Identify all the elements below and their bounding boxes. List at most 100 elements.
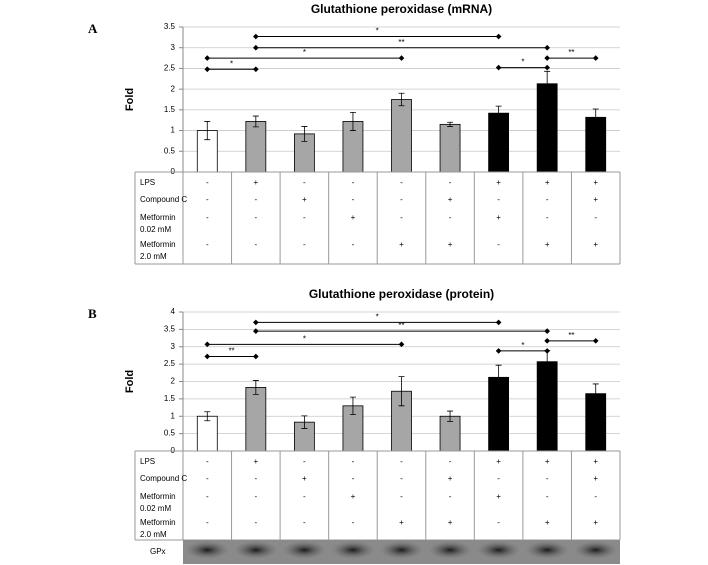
treatment-sign: - — [303, 492, 306, 501]
treatment-sign: + — [496, 457, 501, 466]
treatment-sign: - — [352, 195, 355, 204]
y-tick-label: 3 — [171, 342, 176, 351]
y-axis-label: Fold — [124, 370, 136, 393]
bracket-end — [398, 341, 405, 348]
error-bar — [252, 380, 259, 395]
treatment-sign: - — [400, 457, 403, 466]
treatment-sign: + — [399, 240, 404, 249]
significance-label: ** — [568, 331, 574, 340]
treatment-sign: + — [545, 178, 550, 187]
treatment-sign: + — [448, 474, 453, 483]
row-label: 2.0 mM — [140, 530, 167, 539]
treatment-sign: - — [497, 240, 500, 249]
error-bar — [204, 411, 211, 422]
treatment-sign: - — [449, 457, 452, 466]
treatment-sign: - — [546, 474, 549, 483]
treatment-sign: + — [448, 518, 453, 527]
bracket-end — [253, 319, 259, 326]
y-tick-label: 2.5 — [164, 64, 176, 73]
row-label: 0.02 mM — [140, 225, 171, 234]
treatment-sign: - — [303, 178, 306, 187]
treatment-sign: - — [254, 195, 257, 204]
y-tick-label: 2 — [171, 84, 176, 93]
treatment-sign: + — [351, 492, 356, 501]
significance-label: * — [230, 59, 233, 68]
treatment-sign: - — [594, 213, 597, 222]
treatment-sign: + — [399, 518, 404, 527]
treatment-sign: - — [546, 195, 549, 204]
bracket-end — [544, 328, 550, 334]
blot-band — [476, 541, 521, 559]
bracket-end — [544, 44, 550, 51]
bracket-end — [253, 44, 259, 51]
row-label: Metformin — [140, 240, 176, 249]
error-bar — [349, 111, 356, 131]
chart-title: Glutathione peroxidase (mRNA) — [311, 2, 492, 16]
treatment-sign: + — [448, 240, 453, 249]
error-bar — [398, 376, 405, 407]
treatment-sign: - — [352, 457, 355, 466]
treatment-sign: - — [352, 518, 355, 527]
bracket-end — [253, 328, 259, 334]
treatment-sign: - — [254, 492, 257, 501]
bracket-end — [544, 64, 550, 71]
y-tick-label: 0.5 — [164, 429, 176, 438]
blot-band — [282, 541, 327, 559]
treatment-sign: - — [303, 518, 306, 527]
treatment-sign: - — [206, 492, 209, 501]
bracket-end — [592, 338, 599, 344]
treatment-sign: + — [593, 518, 598, 527]
y-tick-label: 2 — [171, 377, 176, 386]
row-label: Metformin — [140, 518, 176, 527]
bracket-end — [253, 66, 259, 73]
y-tick-label: 1 — [171, 411, 176, 420]
treatment-sign: - — [303, 213, 306, 222]
bracket-end — [204, 66, 211, 73]
treatment-sign: + — [302, 474, 307, 483]
blot-band — [573, 541, 618, 559]
treatment-sign: - — [546, 213, 549, 222]
significance-label: ** — [228, 347, 234, 356]
treatment-sign: - — [206, 178, 209, 187]
bracket-end — [253, 353, 259, 360]
treatment-sign: - — [206, 457, 209, 466]
y-tick-label: 3.5 — [164, 324, 176, 333]
bar — [488, 112, 510, 173]
bracket-end — [544, 55, 550, 61]
treatment-sign: - — [400, 178, 403, 187]
row-label: 2.0 mM — [140, 252, 167, 261]
bracket-end — [592, 55, 599, 61]
bracket-end — [544, 348, 550, 354]
error-bar — [252, 115, 259, 128]
bar — [196, 415, 218, 452]
blot-band — [525, 541, 570, 559]
y-tick-label: 3 — [171, 43, 176, 52]
treatment-sign: - — [254, 240, 257, 249]
bracket-end — [204, 353, 211, 360]
blot-band — [185, 541, 230, 559]
error-bar — [301, 415, 308, 429]
treatment-sign: - — [206, 195, 209, 204]
error-bar — [495, 105, 502, 121]
treatment-sign: + — [351, 213, 356, 222]
error-bar — [592, 383, 599, 404]
blot-band — [233, 541, 278, 559]
treatment-sign: - — [206, 518, 209, 527]
significance-label: * — [521, 58, 524, 67]
treatment-sign: - — [303, 240, 306, 249]
row-label: 0.02 mM — [140, 504, 171, 513]
treatment-sign: + — [302, 195, 307, 204]
row-label: Compound C — [140, 474, 187, 483]
treatment-sign: - — [594, 492, 597, 501]
bracket-end — [495, 33, 502, 40]
significance-label: ** — [398, 321, 404, 330]
bracket-end — [544, 338, 550, 344]
significance-label: * — [303, 48, 306, 57]
treatment-sign: + — [448, 195, 453, 204]
bar — [536, 83, 558, 173]
error-bar — [349, 396, 356, 415]
bracket-end — [204, 341, 211, 348]
treatment-sign: - — [254, 474, 257, 483]
significance-label: ** — [568, 48, 574, 57]
